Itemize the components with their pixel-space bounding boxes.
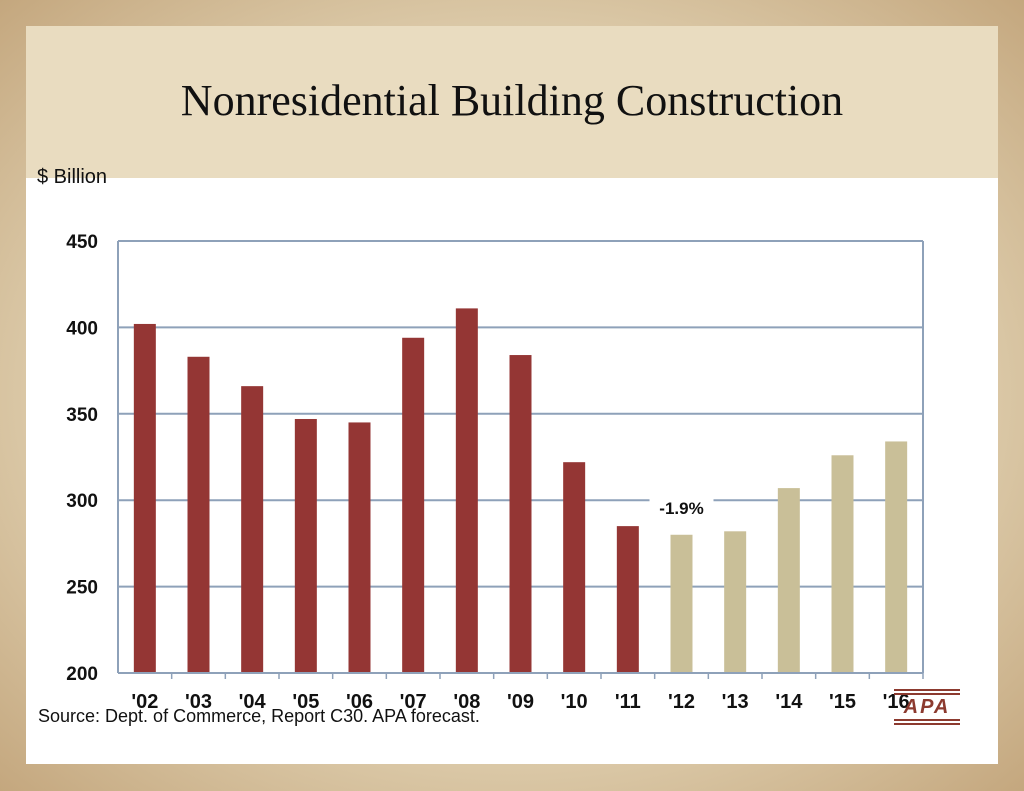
x-tick-label: '16 <box>883 691 910 713</box>
x-tick-label: '13 <box>722 691 749 713</box>
x-tick-label: '07 <box>400 691 427 713</box>
bar-11 <box>616 526 639 673</box>
bar-03 <box>187 356 210 673</box>
bar-04 <box>241 386 264 673</box>
bar-07 <box>402 337 425 673</box>
x-tick-label: '03 <box>185 691 212 713</box>
bar-12 <box>670 534 693 673</box>
source-note: Source: Dept. of Commerce, Report C30. A… <box>38 706 480 726</box>
y-tick-label: 200 <box>66 664 98 685</box>
annotation-label: -1.9% <box>659 499 703 518</box>
bar-09 <box>509 355 532 673</box>
bar-06 <box>348 422 371 673</box>
apa-logo: APA <box>894 687 960 729</box>
bar-15 <box>831 455 854 673</box>
x-tick-label: '08 <box>453 691 480 713</box>
bar-05 <box>294 418 317 673</box>
x-tick-label: '06 <box>346 691 373 713</box>
x-tick-label: '11 <box>615 691 641 713</box>
bar-13 <box>724 531 747 673</box>
x-tick-label: '02 <box>131 691 158 713</box>
bar-16 <box>885 441 908 673</box>
bar-08 <box>455 308 478 673</box>
x-tick-label: '04 <box>239 691 267 713</box>
logo-text: APA <box>903 696 951 718</box>
chart-title: Nonresidential Building Construction <box>180 76 844 125</box>
y-tick-label: 300 <box>66 491 98 512</box>
annotation-background <box>649 493 714 522</box>
y-tick-label: 450 <box>66 232 98 253</box>
bar-14 <box>777 488 800 673</box>
x-tick-label: '10 <box>561 691 588 713</box>
bar-10 <box>563 462 586 673</box>
y-tick-label: 400 <box>66 318 98 339</box>
x-tick-label: '15 <box>829 691 856 713</box>
x-tick-label: '05 <box>292 691 319 713</box>
y-tick-label: 350 <box>66 405 98 426</box>
x-tick-label: '09 <box>507 691 534 713</box>
bar-02 <box>133 323 156 673</box>
y-axis-unit-label: $ Billion <box>37 166 108 188</box>
title-band: Nonresidential Building Construction <box>26 26 998 178</box>
x-tick-label: '14 <box>775 691 803 713</box>
y-tick-label: 250 <box>66 578 98 599</box>
x-tick-label: '12 <box>668 691 695 713</box>
